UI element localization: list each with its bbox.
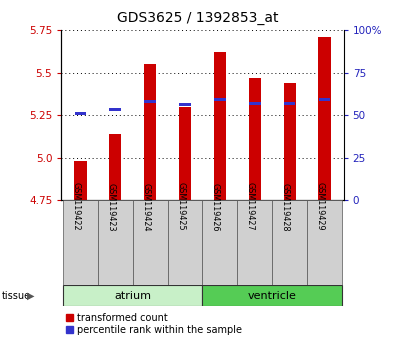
- Bar: [307, 200, 342, 285]
- Bar: [133, 200, 167, 285]
- Bar: [167, 200, 202, 285]
- Bar: [284, 102, 295, 105]
- Text: GSM119425: GSM119425: [176, 183, 185, 231]
- Text: atrium: atrium: [114, 291, 151, 301]
- Text: GSM119428: GSM119428: [280, 183, 290, 231]
- Text: GDS3625 / 1392853_at: GDS3625 / 1392853_at: [117, 11, 278, 25]
- Text: ▶: ▶: [27, 291, 34, 301]
- Bar: [144, 64, 156, 200]
- Text: GSM119427: GSM119427: [246, 183, 255, 231]
- Bar: [237, 200, 272, 285]
- Bar: [63, 285, 202, 306]
- Text: GSM119426: GSM119426: [211, 183, 220, 231]
- Bar: [249, 102, 261, 105]
- Bar: [202, 285, 342, 306]
- Text: GSM119429: GSM119429: [316, 183, 324, 231]
- Text: GSM119422: GSM119422: [71, 183, 81, 231]
- Bar: [74, 161, 87, 200]
- Bar: [179, 107, 191, 200]
- Bar: [214, 52, 226, 200]
- Bar: [319, 98, 330, 101]
- Bar: [248, 78, 261, 200]
- Text: tissue: tissue: [2, 291, 31, 301]
- Bar: [63, 200, 98, 285]
- Bar: [144, 100, 156, 103]
- Legend: transformed count, percentile rank within the sample: transformed count, percentile rank withi…: [66, 313, 242, 335]
- Text: GSM119424: GSM119424: [141, 183, 150, 231]
- Bar: [284, 83, 296, 200]
- Bar: [109, 134, 121, 200]
- Bar: [202, 200, 237, 285]
- Bar: [75, 112, 86, 115]
- Bar: [214, 98, 226, 101]
- Bar: [98, 200, 133, 285]
- Bar: [109, 108, 121, 112]
- Bar: [272, 200, 307, 285]
- Bar: [179, 103, 191, 107]
- Bar: [318, 37, 331, 200]
- Text: GSM119423: GSM119423: [106, 183, 115, 231]
- Text: ventricle: ventricle: [248, 291, 297, 301]
